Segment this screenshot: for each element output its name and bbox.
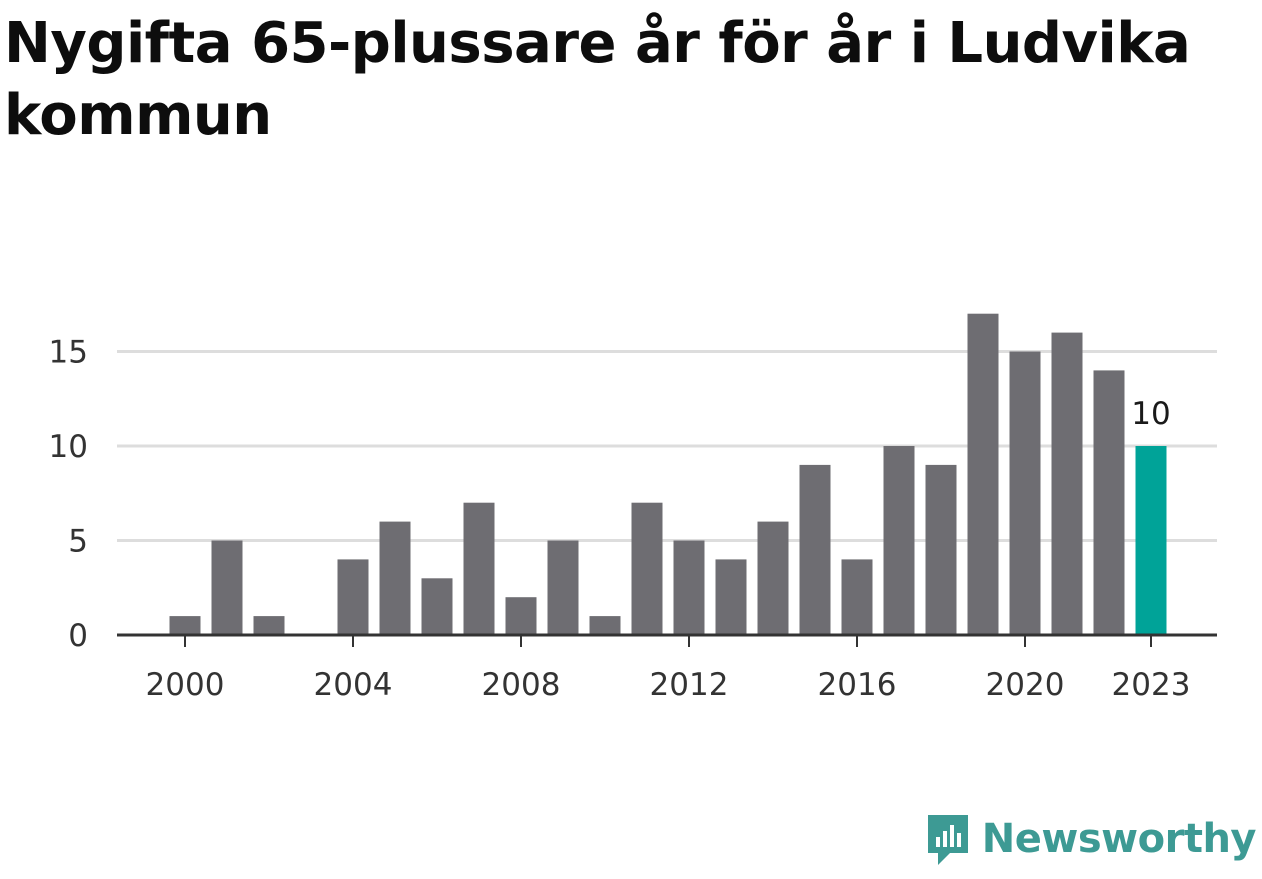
x-tick-label: 2016: [818, 667, 897, 703]
x-axis-ticks: 2000 2004 2008 2012 2016 2020 2023: [146, 635, 1191, 703]
bar-2006: [421, 578, 453, 635]
bar-2005: [379, 521, 411, 635]
bar-2021: [1051, 332, 1083, 635]
bar-2000: [169, 616, 201, 635]
bar-2001: [211, 540, 243, 635]
x-tick-label: 2023: [1112, 667, 1191, 703]
bar-2011: [631, 502, 663, 635]
bar-2007: [463, 502, 495, 635]
bar-2016: [841, 559, 873, 635]
bars: [169, 313, 1167, 635]
y-tick-label: 0: [68, 618, 88, 654]
bar-2009: [547, 540, 579, 635]
bar-2014: [757, 521, 789, 635]
x-tick-label: 2004: [314, 667, 393, 703]
bar-2015: [799, 464, 831, 635]
y-tick-label: 10: [49, 429, 88, 465]
chart-title: Nygifta 65-plussare år för år i Ludvika …: [4, 11, 1191, 148]
bar-2012: [673, 540, 705, 635]
data-labels: 10: [1131, 396, 1170, 432]
bar-2004: [337, 559, 369, 635]
y-tick-label: 15: [49, 335, 88, 371]
bar-2008: [505, 597, 537, 635]
newsworthy-logo-icon: [927, 815, 968, 865]
bar-2017: [883, 446, 915, 635]
brand-name: Newsworthy: [981, 816, 1257, 862]
x-tick-label: 2008: [482, 667, 561, 703]
bar-2010: [589, 616, 621, 635]
y-axis-ticks: 0 5 10 15: [49, 335, 88, 655]
bar-2022: [1093, 370, 1125, 635]
x-tick-label: 2020: [986, 667, 1065, 703]
y-tick-label: 5: [68, 524, 88, 560]
data-label-2023: 10: [1131, 396, 1170, 432]
bar-2002: [253, 616, 285, 635]
bar-2023: [1135, 446, 1167, 635]
bar-2019: [967, 313, 999, 635]
bar-2018: [925, 464, 957, 635]
bar-2013: [715, 559, 747, 635]
x-tick-label: 2000: [146, 667, 225, 703]
bar-2020: [1009, 351, 1041, 635]
x-tick-label: 2012: [650, 667, 729, 703]
brand-logo: Newsworthy: [924, 811, 1257, 867]
